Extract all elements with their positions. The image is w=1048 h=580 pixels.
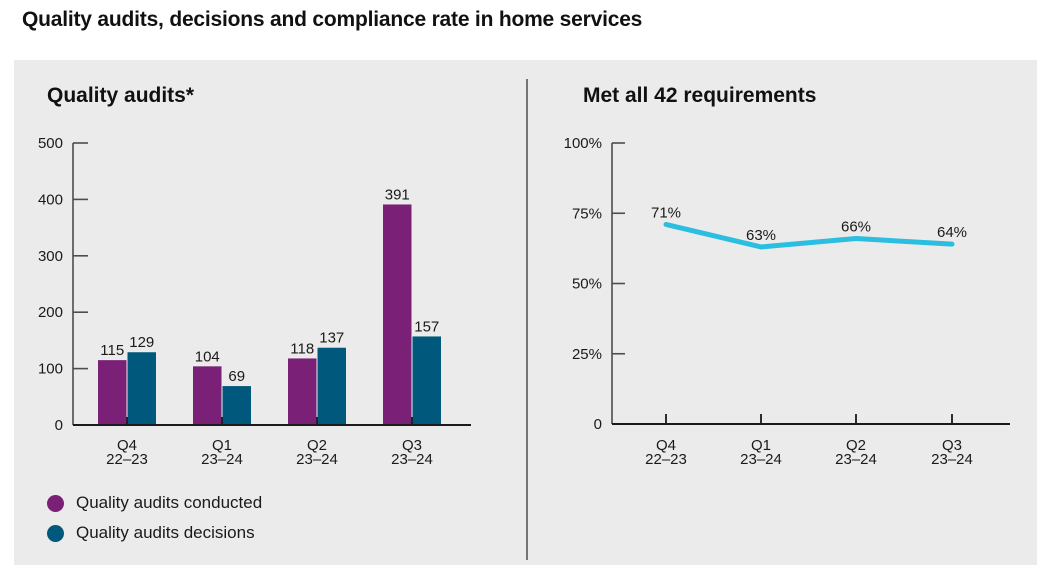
panel-divider: [526, 79, 528, 560]
legend: Quality audits conducted Quality audits …: [47, 493, 262, 543]
line-y-tick-label: 0: [594, 416, 602, 433]
bar-cat-label-line2: 23–24: [391, 451, 433, 468]
line-cat-label-line2: 23–24: [931, 451, 973, 468]
bar-value-label: 391: [385, 186, 410, 203]
line-cat-label-line2: 22–23: [645, 451, 687, 468]
line-cat-label-line2: 23–24: [740, 451, 782, 468]
line-cat-label-line1: Q3: [942, 437, 962, 454]
legend-dot-conducted-icon: [47, 494, 64, 512]
bar-chart-title: Quality audits*: [47, 84, 195, 107]
line-point-label: 64%: [937, 224, 967, 241]
bar-conducted-3: [383, 204, 412, 425]
bar-value-label: 118: [290, 340, 314, 357]
line-chart-title: Met all 42 requirements: [583, 84, 817, 107]
bar-cat-label-line1: Q2: [307, 437, 327, 454]
bar-cat-label-line1: Q3: [402, 437, 422, 454]
bar-conducted-1: [193, 366, 222, 425]
bar-y-tick-label: 300: [38, 248, 63, 265]
bar-y-tick-label: 200: [38, 304, 63, 321]
bar-y-tick-label: 0: [55, 417, 63, 434]
line-y-tick-label: 25%: [572, 346, 602, 363]
compliance-line: [663, 221, 955, 250]
bar-conducted-0: [98, 360, 127, 425]
line-point-label: 71%: [651, 204, 681, 221]
line-point-label: 63%: [746, 227, 776, 244]
bar-value-label: 137: [319, 330, 344, 347]
bar-decisions-0: [127, 352, 156, 425]
bar-chart: 0 100 200 300 400 500 115 104 118 391 129 69 137 157 Q…: [38, 135, 471, 468]
bar-value-label: 129: [129, 334, 154, 351]
bar-y-tick-label: 100: [38, 361, 63, 378]
line-point-label: 66%: [841, 219, 871, 236]
line-cat-label-line1: Q1: [751, 437, 771, 454]
bar-value-label: 104: [195, 348, 220, 365]
bar-y-tick-label: 500: [38, 135, 63, 152]
line-cat-label-line2: 23–24: [835, 451, 877, 468]
line-chart: 025%50%75%100%71%63% 66% 64%Q422–23Q123–24…: [564, 135, 1010, 468]
chart-panel: Quality audits* Met all 42 requirements …: [14, 60, 1037, 565]
legend-label-conducted: Quality audits conducted: [76, 493, 263, 512]
line-y-tick-label: 100%: [564, 135, 602, 152]
bar-value-label: 115: [100, 342, 124, 359]
bar-cat-label-line2: 22–23: [106, 451, 148, 468]
line-y-tick-label: 50%: [572, 276, 602, 293]
bar-decisions-3: [412, 336, 441, 425]
legend-item-conducted: Quality audits conducted: [47, 493, 262, 513]
page-title: Quality audits, decisions and compliance…: [22, 8, 643, 31]
bar-y-tick-label: 400: [38, 191, 63, 208]
line-cat-label-line1: Q2: [846, 437, 866, 454]
bar-cat-label-line2: 23–24: [201, 451, 243, 468]
bar-decisions-1: [222, 386, 251, 425]
bar-conducted-2: [288, 358, 317, 425]
legend-label-decisions: Quality audits decisions: [76, 523, 255, 542]
bar-cat-label-line1: Q1: [212, 437, 232, 454]
bar-value-label: 69: [228, 368, 245, 385]
legend-item-decisions: Quality audits decisions: [47, 523, 262, 543]
line-y-tick-label: 75%: [572, 205, 602, 222]
legend-dot-decisions-icon: [47, 524, 64, 542]
line-cat-label-line1: Q4: [656, 437, 676, 454]
bar-decisions-2: [317, 347, 346, 425]
bar-cat-label-line1: Q4: [117, 437, 137, 454]
bar-cat-label-line2: 23–24: [296, 451, 338, 468]
bar-value-label: 157: [414, 318, 439, 335]
